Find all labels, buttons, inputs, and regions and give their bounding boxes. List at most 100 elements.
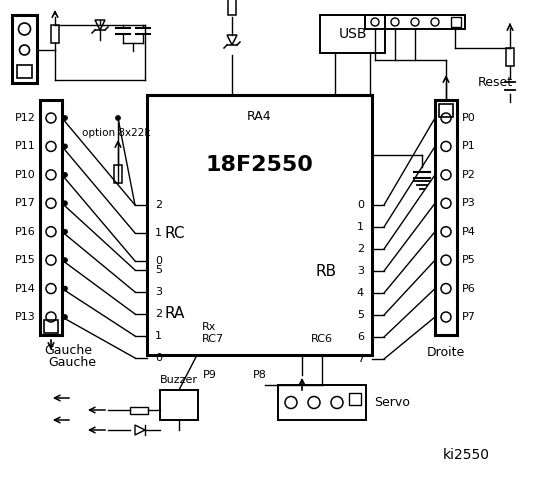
- Circle shape: [62, 116, 67, 120]
- Circle shape: [285, 396, 297, 408]
- Text: RB: RB: [316, 264, 337, 278]
- Bar: [51, 25, 59, 43]
- Circle shape: [46, 170, 56, 180]
- Text: Servo: Servo: [374, 396, 410, 409]
- Text: RC7: RC7: [202, 334, 224, 344]
- Text: RA: RA: [165, 307, 185, 322]
- Text: P14: P14: [15, 284, 36, 294]
- Text: Reset: Reset: [478, 75, 513, 88]
- Text: USB: USB: [338, 27, 367, 41]
- Circle shape: [441, 255, 451, 265]
- Text: 6: 6: [357, 332, 364, 342]
- Text: P8: P8: [253, 370, 267, 380]
- Text: 1: 1: [155, 331, 162, 341]
- Text: P7: P7: [462, 312, 476, 322]
- Text: ki2550: ki2550: [443, 448, 490, 462]
- Circle shape: [62, 258, 67, 263]
- Text: 3: 3: [155, 287, 162, 297]
- Text: P1: P1: [462, 142, 476, 151]
- Bar: [506, 48, 514, 66]
- Text: RA4: RA4: [247, 110, 272, 123]
- Circle shape: [19, 45, 29, 55]
- Circle shape: [441, 312, 451, 322]
- Text: 5: 5: [155, 265, 162, 275]
- Text: 1: 1: [155, 228, 162, 238]
- Text: 0: 0: [155, 256, 162, 266]
- Circle shape: [371, 18, 379, 26]
- Circle shape: [46, 284, 56, 294]
- Text: P17: P17: [15, 198, 36, 208]
- Text: 0: 0: [357, 200, 364, 210]
- Circle shape: [441, 198, 451, 208]
- Circle shape: [62, 144, 67, 149]
- Text: 7: 7: [357, 354, 364, 364]
- Bar: [130, 407, 148, 413]
- Circle shape: [46, 227, 56, 237]
- Circle shape: [441, 113, 451, 123]
- Text: P11: P11: [15, 142, 36, 151]
- Bar: [228, 0, 236, 15]
- Text: Buzzer: Buzzer: [160, 375, 198, 385]
- Circle shape: [46, 312, 56, 322]
- Text: RC: RC: [165, 226, 185, 240]
- Bar: [44, 320, 58, 333]
- Text: P5: P5: [462, 255, 476, 265]
- Text: 3: 3: [357, 266, 364, 276]
- Text: P0: P0: [462, 113, 476, 123]
- Text: Droite: Droite: [427, 347, 465, 360]
- Text: P9: P9: [203, 370, 217, 380]
- Bar: [40, 100, 62, 335]
- Text: Gauche: Gauche: [44, 344, 92, 357]
- Bar: [349, 393, 361, 405]
- Text: 2: 2: [155, 200, 162, 210]
- Circle shape: [46, 198, 56, 208]
- Circle shape: [62, 229, 67, 234]
- Text: P15: P15: [15, 255, 36, 265]
- Circle shape: [441, 227, 451, 237]
- Text: option 8x22k: option 8x22k: [82, 128, 150, 138]
- Bar: [12, 15, 37, 83]
- Text: 0: 0: [155, 353, 162, 363]
- Text: RC6: RC6: [311, 334, 333, 344]
- Circle shape: [62, 201, 67, 206]
- Text: P13: P13: [15, 312, 36, 322]
- Circle shape: [411, 18, 419, 26]
- Bar: [320, 15, 385, 53]
- Circle shape: [62, 314, 67, 320]
- Text: P10: P10: [15, 170, 36, 180]
- Circle shape: [46, 142, 56, 151]
- Circle shape: [441, 142, 451, 151]
- Bar: [160, 390, 198, 420]
- Text: 5: 5: [357, 310, 364, 320]
- Text: Gauche: Gauche: [48, 357, 96, 370]
- Bar: [17, 65, 32, 78]
- Bar: [278, 385, 366, 420]
- Text: Rx: Rx: [202, 322, 216, 332]
- Text: P12: P12: [15, 113, 36, 123]
- Bar: [365, 15, 465, 29]
- Bar: [114, 165, 122, 183]
- Circle shape: [308, 396, 320, 408]
- Circle shape: [62, 286, 67, 291]
- Text: 2: 2: [357, 244, 364, 254]
- Circle shape: [116, 116, 121, 120]
- Circle shape: [391, 18, 399, 26]
- Text: 4: 4: [357, 288, 364, 298]
- Circle shape: [46, 113, 56, 123]
- Text: 2: 2: [155, 309, 162, 319]
- Circle shape: [62, 172, 67, 177]
- Circle shape: [441, 284, 451, 294]
- Text: 1: 1: [357, 222, 364, 232]
- Circle shape: [331, 396, 343, 408]
- Text: P3: P3: [462, 198, 476, 208]
- Bar: [147, 95, 372, 355]
- Text: P16: P16: [15, 227, 36, 237]
- Text: P6: P6: [462, 284, 476, 294]
- Circle shape: [46, 255, 56, 265]
- Text: 18F2550: 18F2550: [206, 155, 314, 175]
- Bar: [451, 17, 461, 27]
- Text: P2: P2: [462, 170, 476, 180]
- Bar: [435, 100, 457, 335]
- Text: P4: P4: [462, 227, 476, 237]
- Circle shape: [431, 18, 439, 26]
